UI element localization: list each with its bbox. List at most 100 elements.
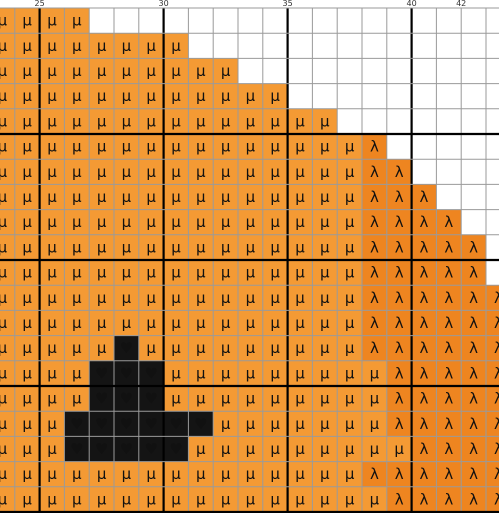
stitch-cell [163,209,189,235]
stitch-cell [138,436,164,462]
stitch-symbol: μ [196,264,206,282]
stitch-symbol: μ [221,314,231,332]
stitch-cell [238,33,263,59]
stitch-cell [89,260,114,286]
stitch-symbol: μ [146,37,156,55]
stitch-cell [461,209,486,235]
stitch-cell [39,58,65,84]
stitch-cell [262,285,288,311]
stitch-cell [486,335,499,361]
stitch-cell [163,486,189,512]
stitch-symbol: μ [72,238,82,256]
stitch-symbol: λ [444,490,453,508]
stitch-cell [386,33,412,59]
stitch-symbol: λ [420,264,429,282]
stitch-cell [213,184,238,210]
stitch-cell [337,285,362,311]
stitch-cell [238,335,263,361]
stitch-symbol: μ [345,238,355,256]
stitch-cell [138,310,164,336]
stitch-symbol: μ [122,112,132,130]
stitch-symbol: μ [97,138,107,156]
stitch-cell [486,285,499,311]
stitch-cell [362,83,387,109]
stitch-symbol: μ [47,213,57,231]
stitch-cell [14,386,40,412]
stitch-cell [287,159,313,185]
stitch-cell [312,411,338,437]
stitch-cell [138,134,164,160]
ruler-label: 30 [159,0,169,8]
stitch-symbol: μ [221,440,231,458]
stitch-cell [461,234,486,260]
stitch-symbol: λ [444,339,453,357]
stitch-symbol: μ [122,37,132,55]
stitch-cell [287,310,313,336]
stitch-symbol: μ [22,364,32,382]
stitch-symbol: μ [47,490,57,508]
stitch-cell [461,285,486,311]
stitch-cell [238,260,263,286]
stitch-cell [386,486,412,512]
stitch-symbol: ♥ [144,364,157,382]
stitch-symbol: μ [72,87,82,105]
stitch-symbol: μ [221,415,231,433]
top-ruler: 25 30 35 40 42 [35,0,467,8]
stitch-symbol: λ [395,213,404,231]
stitch-symbol: μ [22,87,32,105]
stitch-cell [138,486,164,512]
stitch-symbol: μ [370,390,380,408]
stitch-symbol: μ [246,238,256,256]
stitch-cell [138,234,164,260]
stitch-symbol: μ [22,188,32,206]
stitch-cell [39,209,65,235]
stitch-symbol: μ [171,490,181,508]
stitch-cell [486,486,499,512]
stitch-cell [287,335,313,361]
stitch-symbol: μ [22,339,32,357]
stitch-symbol: μ [295,314,305,332]
stitch-symbol: μ [47,415,57,433]
stitch-cell [362,411,387,437]
stitch-cell [337,184,362,210]
stitch-symbol: μ [295,289,305,307]
stitch-symbol: λ [420,364,429,382]
stitch-cell [411,184,437,210]
stitch-symbol: μ [246,87,256,105]
stitch-cell [337,411,362,437]
stitch-cell [213,486,238,512]
stitch-symbol: μ [345,213,355,231]
stitch-symbol: μ [72,62,82,80]
stitch-cell [337,360,362,386]
stitch-cell [436,360,462,386]
stitch-cell [163,386,189,412]
stitch-symbol: μ [171,37,181,55]
stitch-symbol: ♥ [194,415,207,433]
stitch-cell [436,335,462,361]
stitch-cell [312,310,338,336]
stitch-symbol: μ [320,163,330,181]
stitch-symbol: μ [146,314,156,332]
stitch-symbol: μ [47,314,57,332]
stitch-symbol: λ [494,390,499,408]
stitch-symbol: μ [221,264,231,282]
stitch-symbol: μ [122,490,132,508]
stitch-symbol: μ [122,314,132,332]
stitch-symbol: μ [221,62,231,80]
stitch-cell [436,58,462,84]
stitch-cell [486,461,499,487]
stitch-cell [0,285,15,311]
stitch-cell [213,58,238,84]
stitch-symbol: μ [146,465,156,483]
stitch-cell [39,461,65,487]
stitch-cell [188,260,214,286]
stitch-cell [14,310,40,336]
stitch-cell [386,234,412,260]
stitch-symbol: μ [345,314,355,332]
stitch-symbol: μ [295,112,305,130]
stitch-symbol: λ [370,213,379,231]
stitch-symbol: ♥ [120,364,133,382]
stitch-symbol: μ [0,465,8,483]
stitch-symbol: ♥ [120,415,133,433]
stitch-cell [89,209,114,235]
